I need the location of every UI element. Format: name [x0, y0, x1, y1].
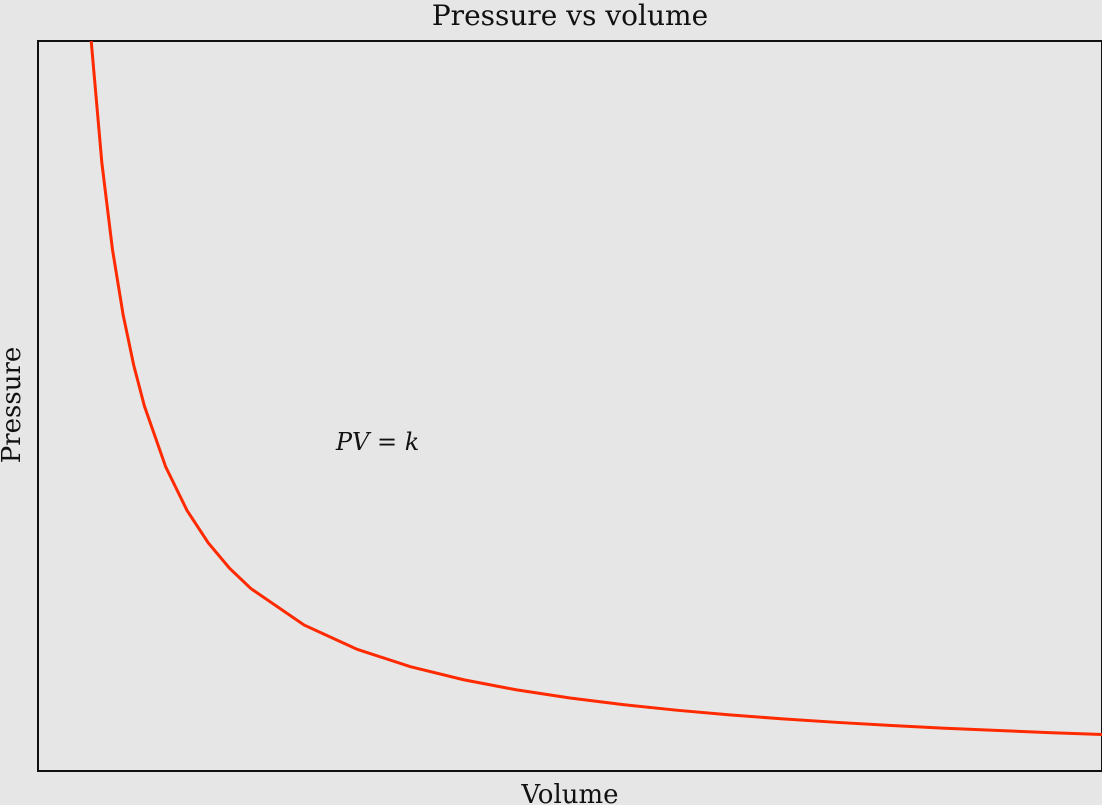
- y-axis-label: Pressure: [0, 347, 27, 464]
- series-line-pressure-volume: [89, 40, 1102, 736]
- x-axis-label: Volume: [520, 780, 618, 805]
- chart-title: Pressure vs volume: [432, 0, 708, 32]
- plot-frame: [37, 40, 1102, 772]
- annotation-pv-equals-k: PV = k: [335, 428, 419, 456]
